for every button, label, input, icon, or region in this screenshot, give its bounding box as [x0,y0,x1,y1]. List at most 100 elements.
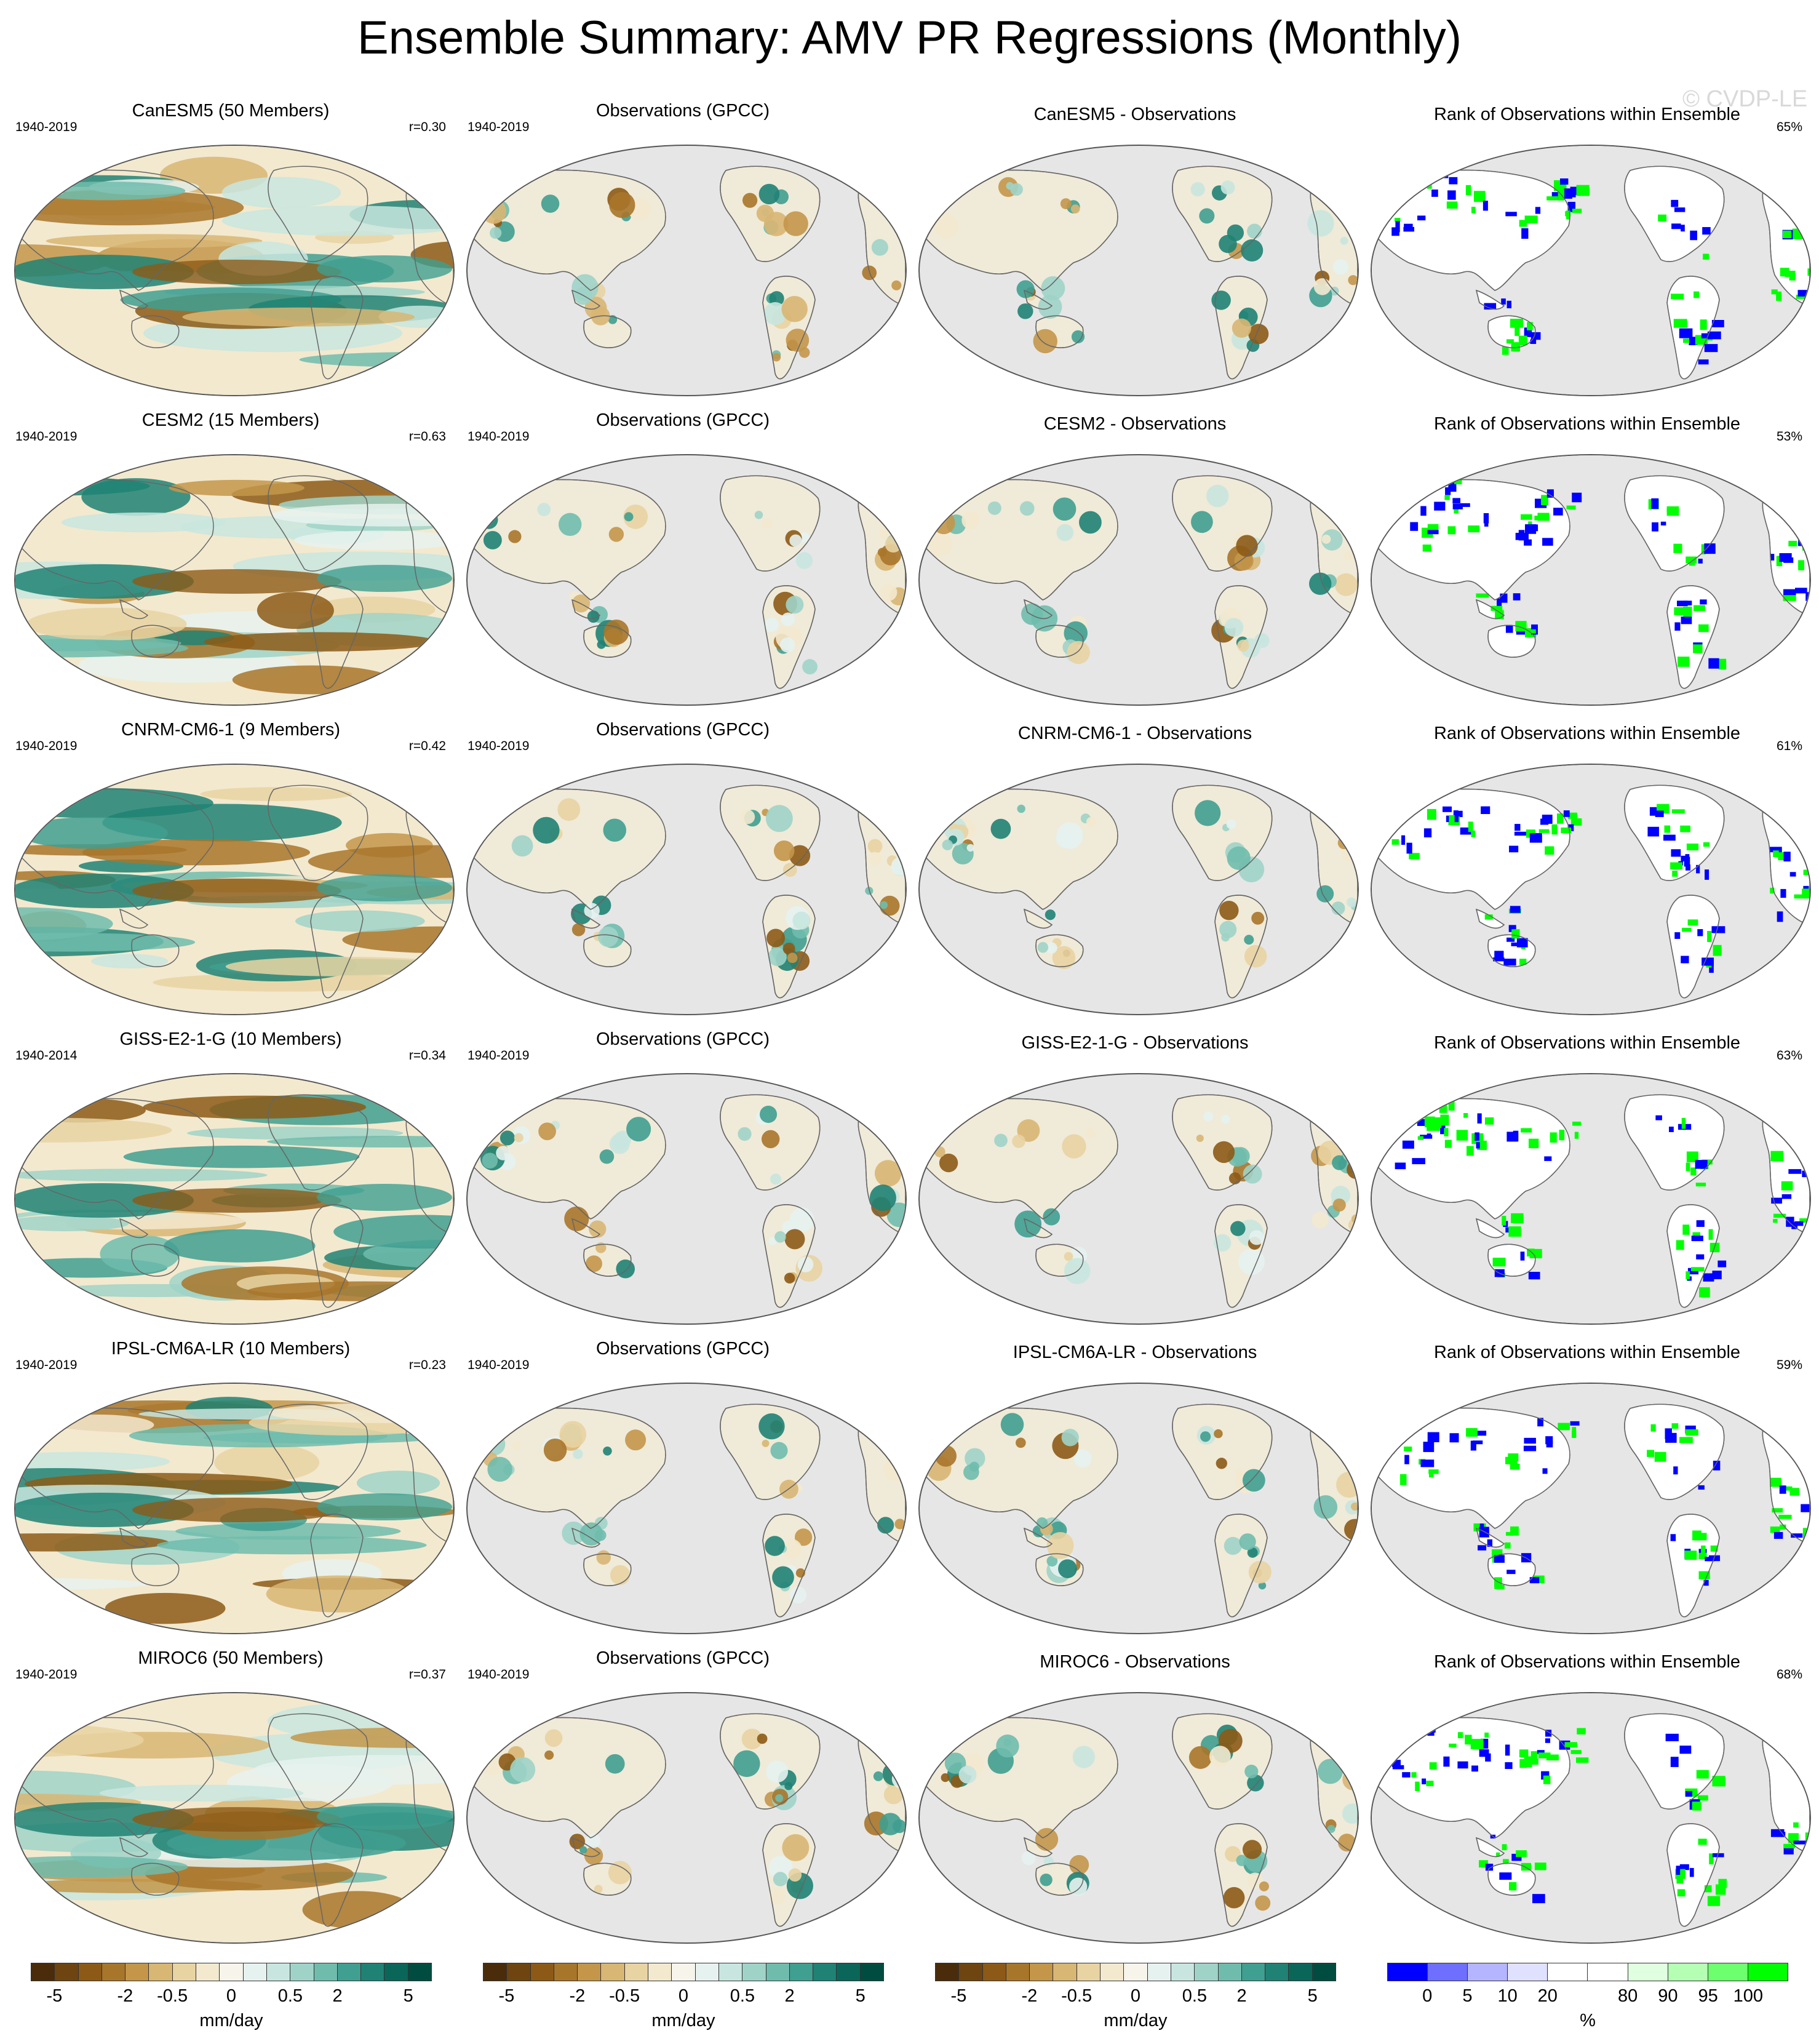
panel-years: 1940-2019 [468,120,530,134]
panel-title: Rank of Observations within Ensemble [1433,1033,1741,1053]
colorbar-swatch [1241,1963,1266,1981]
colorbar-swatch [220,1963,244,1981]
colorbar-tick-label: 0 [226,1986,237,2006]
panel-years: 1940-2019 [15,1667,78,1682]
colorbar-tick-label: 5 [403,1986,413,2006]
colorbar-swatch [1195,1963,1219,1981]
colorbar-swatch [1748,1963,1788,1981]
colorbar-tick-label: 0.5 [730,1986,755,2006]
colorbar-tick-label: 2 [1236,1986,1247,2006]
pattern-correlation: r=0.30 [408,120,446,134]
panel-title: Rank of Observations within Ensemble [1433,1343,1741,1362]
colorbar-swatch [384,1963,408,1981]
colorbar-swatch [101,1963,126,1981]
colorbar-swatch [1218,1963,1242,1981]
panel-model: MIROC6 (50 Members) 1940-2019 r=0.37 [3,1640,458,1947]
rank-percent: 68% [1776,1667,1802,1682]
colorbar-obs-bar [483,1963,885,1981]
colorbar-swatch [1668,1963,1708,1981]
rank-percent: 61% [1776,739,1802,753]
pattern-correlation: r=0.37 [408,1667,446,1682]
rank-percent: 59% [1776,1358,1802,1372]
panel-obs: Observations (GPCC) 1940-2019 [455,1640,910,1947]
colorbar-tick-label: 0 [1422,1986,1433,2006]
panel-obs: Observations (GPCC) 1940-2019 [455,711,910,1019]
rank-percent: 53% [1776,429,1802,444]
watermark: © CVDP-LE [1682,86,1808,112]
panel-title: Observations (GPCC) [595,1648,770,1668]
colorbar-swatch [1428,1963,1468,1981]
colorbar-obs: mm/day -5 -2 -0.5 0 0.5 2 5 [483,1963,885,2037]
colorbar-swatch [601,1963,625,1981]
map-diff [918,1073,1359,1325]
colorbar-tick-label: -0.5 [157,1986,188,2006]
colorbar-diff-label: mm/day [1104,2011,1168,2030]
panel-title: IPSL-CM6A-LR - Observations [1013,1343,1257,1362]
colorbar-swatch [982,1963,1006,1981]
colorbar-swatch [672,1963,696,1981]
panel-years: 1940-2019 [468,1667,530,1682]
colorbar-swatch [1030,1963,1054,1981]
colorbar-swatch [1708,1963,1748,1981]
panel-diff: IPSL-CM6A-LR - Observations [907,1330,1363,1638]
colorbar-rank-bar [1387,1963,1788,1981]
colorbar-swatch [408,1963,432,1981]
panel-title: CESM2 - Observations [1043,414,1227,434]
map-obs [466,145,907,396]
colorbar-model: mm/day -5 -2 -0.5 0 0.5 2 5 [31,1963,432,2037]
colorbar-tick-label: 5 [1307,1986,1318,2006]
panel-title: Observations (GPCC) [595,1029,770,1049]
colorbar-swatch [78,1963,102,1981]
colorbar-tick-label: 0.5 [277,1986,303,2006]
pattern-correlation: r=0.63 [408,429,446,444]
colorbar-tick-label: 20 [1537,1986,1558,2006]
panel-diff: MIROC6 - Observations [907,1640,1363,1947]
colorbar-tick-label: 90 [1658,1986,1678,2006]
colorbar-swatch [507,1963,531,1981]
colorbar-tick-label: -0.5 [1061,1986,1093,2006]
colorbar-swatch [766,1963,790,1981]
map-rank [1371,1692,1811,1944]
colorbar-tick-label: 100 [1733,1986,1763,2006]
colorbar-swatch [1312,1963,1337,1981]
colorbar-tick-label: 0.5 [1182,1986,1208,2006]
panel-obs: Observations (GPCC) 1940-2019 [455,1021,910,1328]
panel-model: CanESM5 (50 Members) 1940-2019 r=0.30 [3,92,458,400]
colorbar-swatch [1077,1963,1101,1981]
map-model [14,1073,455,1325]
panel-rank: Rank of Observations within Ensemble 68% [1359,1640,1815,1947]
panel-title: Observations (GPCC) [595,720,770,740]
colorbar-tick-label: 0 [1130,1986,1141,2006]
map-model [14,1383,455,1634]
colorbar-tick-label: -5 [498,1986,515,2006]
map-model [14,145,455,396]
colorbar-swatch [1171,1963,1195,1981]
map-rank [1371,454,1811,706]
panel-title: Rank of Observations within Ensemble [1433,105,1741,124]
colorbar-tick-label: -2 [1021,1986,1038,2006]
colorbar-swatch [266,1963,291,1981]
colorbar-tick-label: 0 [678,1986,689,2006]
colorbar-tick-label: -2 [569,1986,586,2006]
colorbar-swatch [554,1963,578,1981]
panel-title: Observations (GPCC) [595,410,770,430]
panel-title: GISS-E2-1-G - Observations [1021,1033,1249,1053]
colorbar-tick-label: 80 [1618,1986,1638,2006]
colorbar-diff-bar [935,1963,1337,1981]
colorbar-tick-label: 2 [332,1986,343,2006]
map-diff [918,145,1359,396]
panel-model: CNRM-CM6-1 (9 Members) 1940-2019 r=0.42 [3,711,458,1019]
colorbar-swatch [837,1963,861,1981]
colorbar-swatch [337,1963,362,1981]
map-obs [466,1383,907,1634]
map-rank [1371,764,1811,1015]
colorbar-swatch [789,1963,814,1981]
colorbar-model-bar [31,1963,432,1981]
map-model [14,1692,455,1944]
panel-rank: Rank of Observations within Ensemble 53% [1359,402,1815,709]
colorbar-swatch [1468,1963,1508,1981]
map-rank [1371,145,1811,396]
map-diff [918,764,1359,1015]
colorbar-diff: mm/day -5 -2 -0.5 0 0.5 2 5 [935,1963,1337,2037]
colorbar-swatch [1006,1963,1030,1981]
